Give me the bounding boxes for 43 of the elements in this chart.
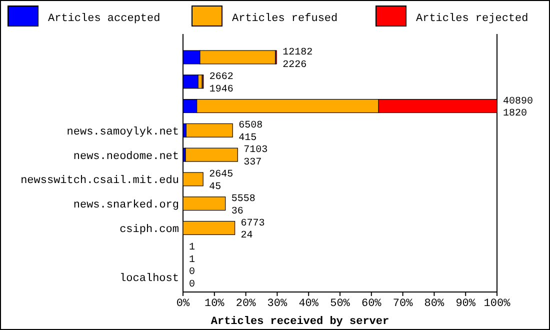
x-tick-label: 80%	[424, 298, 444, 310]
y-tick-label: newsswitch.csail.mit.edu	[20, 175, 179, 188]
x-tick-label: 30%	[267, 298, 288, 310]
legend-label: Articles rejected	[416, 13, 528, 25]
annotation: 2226	[282, 60, 307, 71]
y-tick-label: csiph.com	[120, 224, 180, 236]
x-tick-label: 40%	[298, 298, 319, 310]
annotation: 2662	[209, 72, 234, 83]
annotation: 12182	[282, 48, 313, 59]
annotation: 24	[240, 230, 253, 242]
x-tick-label: 50%	[330, 298, 350, 310]
annotation: 1	[189, 255, 196, 266]
annotation: 2645	[209, 169, 234, 180]
annotation: 45	[209, 182, 222, 193]
annotation: 1	[189, 242, 196, 254]
x-tick-label: 60%	[361, 298, 382, 310]
annotation: 7103	[244, 145, 268, 156]
y-tick-label: news.neodome.net	[73, 150, 179, 163]
text: 40890	[503, 96, 534, 108]
text: 1820	[503, 108, 528, 120]
annotation: 6773	[240, 218, 265, 230]
annotation: 36	[231, 206, 244, 218]
x-axis-title: Articles received by server	[210, 316, 390, 328]
bar	[186, 123, 233, 138]
annotation: 415	[238, 133, 257, 144]
x-tick-label: 100%	[484, 298, 511, 310]
annotation: 5558	[231, 194, 256, 205]
y-tick-label: news.snarked.org	[73, 200, 179, 212]
legend-label: Articles accepted	[48, 13, 160, 25]
x-tick-label: 90%	[456, 298, 476, 310]
bar	[185, 148, 238, 162]
annotation: 337	[244, 158, 262, 169]
annotation: 1946	[209, 84, 234, 96]
annotation: 6508	[238, 120, 263, 132]
annotation: 0	[189, 267, 196, 278]
x-tick-label: 10%	[204, 298, 225, 310]
annotation: 0	[189, 279, 196, 290]
x-tick-label: 0%	[176, 298, 190, 310]
y-tick-label: news.samoylyk.net	[66, 126, 179, 138]
y-tick-label: localhost	[120, 272, 179, 285]
x-tick-label: 20%	[236, 298, 256, 310]
x-tick-label: 70%	[392, 298, 414, 310]
legend-label: Articles refused	[232, 13, 338, 25]
